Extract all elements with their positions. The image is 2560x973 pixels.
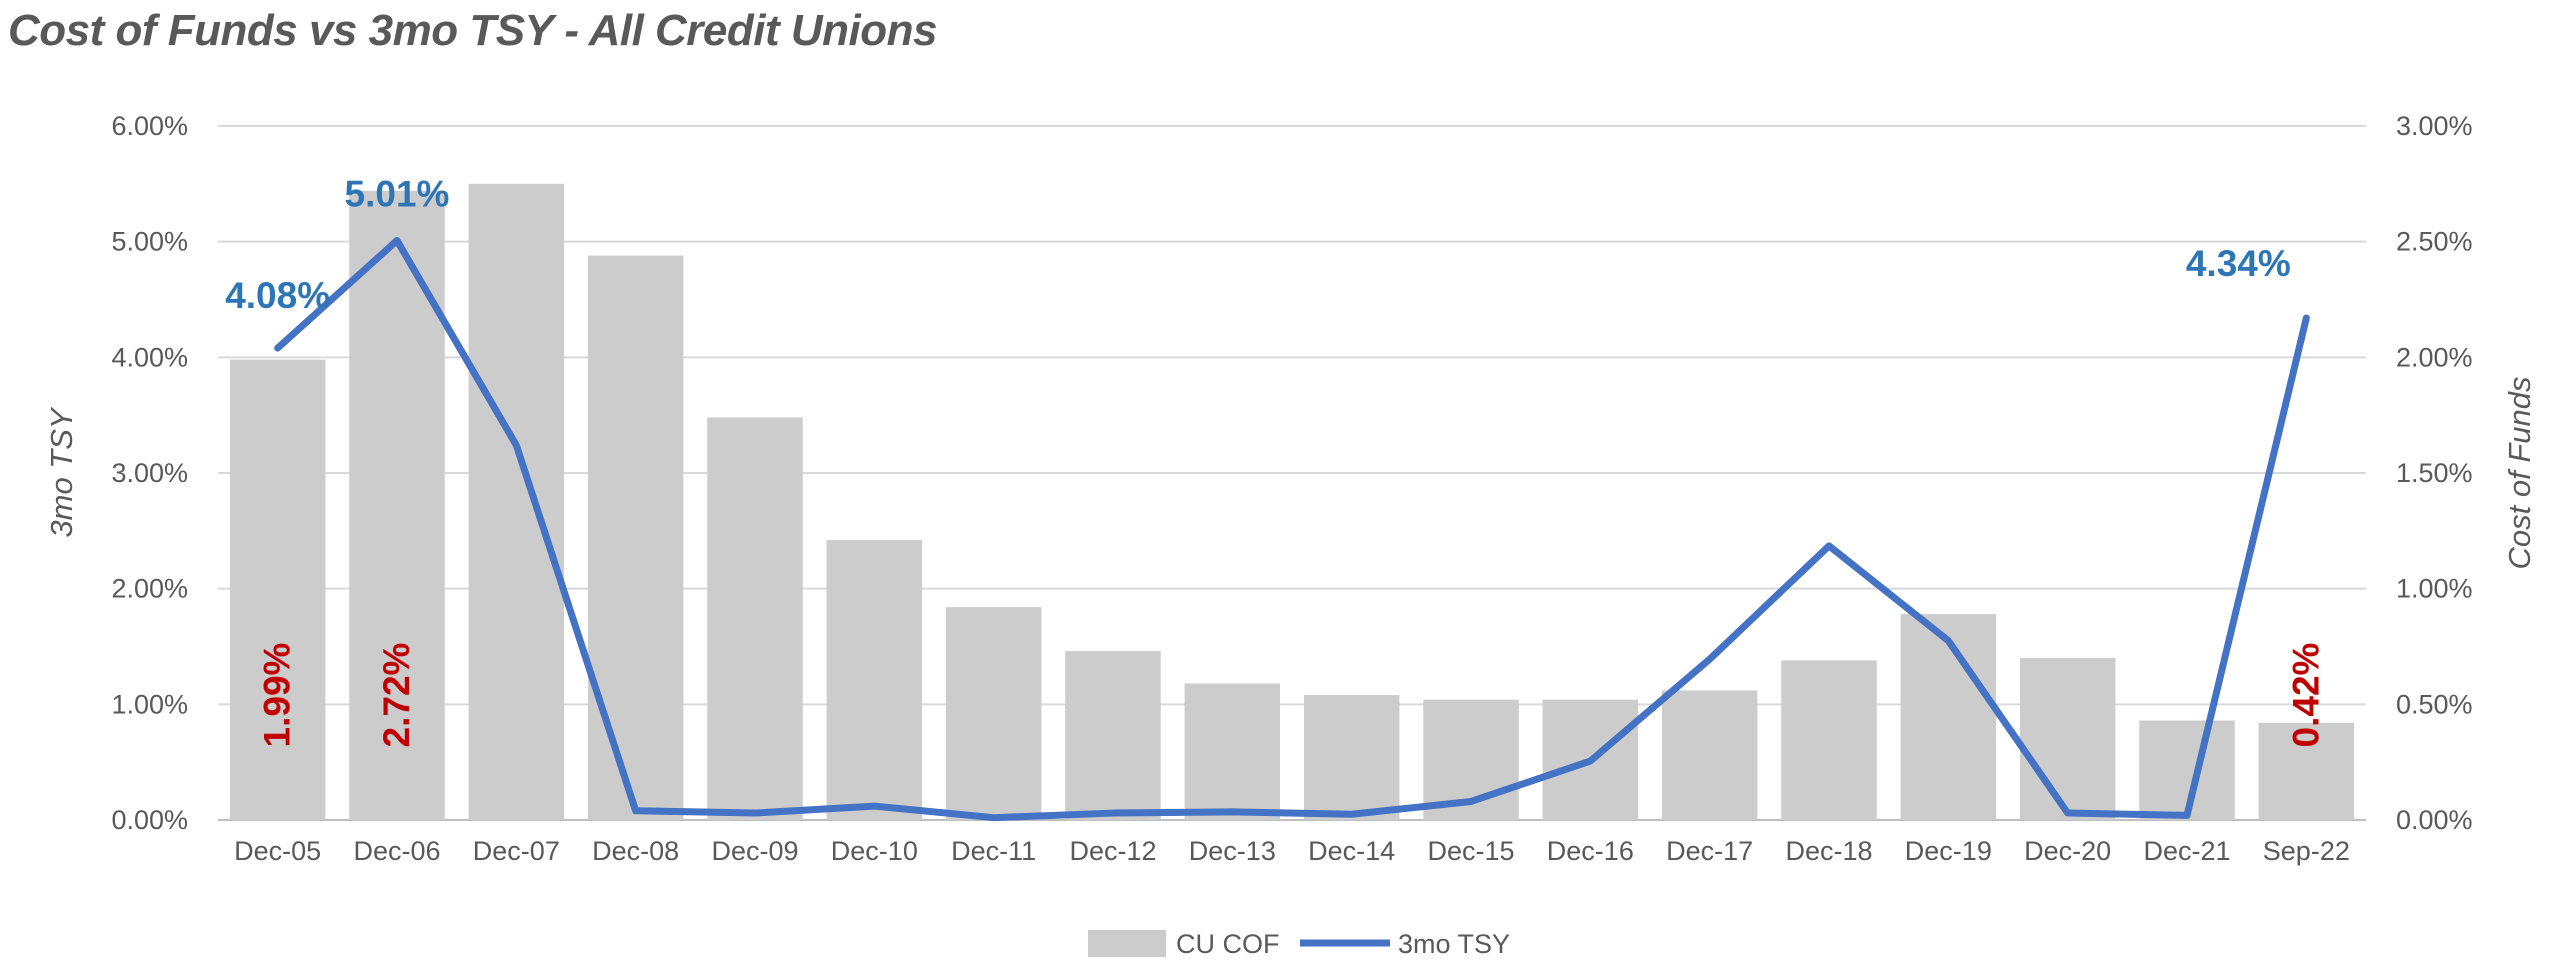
line-point (1351, 813, 1353, 815)
line-point (993, 817, 995, 819)
bar (2019, 658, 2116, 820)
y-right-tick-label: 1.50% (2396, 458, 2473, 488)
x-tick-label: Dec-07 (473, 836, 560, 866)
bar (1781, 660, 1877, 820)
line-point (1709, 658, 1711, 660)
x-tick-label: Dec-17 (1666, 836, 1753, 866)
y-axis-right: 0.00% 0.50% 1.00% 1.50% 2.00% 2.50% 3.00% Cost … (2396, 111, 2537, 835)
x-tick-label: Sep-22 (2263, 836, 2350, 866)
bar (468, 183, 565, 821)
line-data-label: 4.34% (2186, 243, 2291, 284)
x-tick-label: Dec-08 (592, 836, 679, 866)
bar-data-label: 2.72% (376, 643, 417, 748)
bar-series (229, 183, 2355, 821)
legend-swatch-bar (1088, 930, 1166, 957)
x-tick-label: Dec-05 (234, 836, 321, 866)
bar (1900, 614, 1997, 820)
line-point (635, 810, 637, 812)
line-point (1947, 640, 1949, 642)
line-point (2067, 812, 2069, 814)
x-tick-label: Dec-09 (711, 836, 798, 866)
chart-title: Cost of Funds vs 3mo TSY - All Credit Un… (8, 6, 937, 55)
line-point (1112, 812, 1114, 814)
y-right-tick-label: 0.50% (2396, 689, 2473, 719)
line-point (1589, 760, 1591, 762)
y-left-tick-label: 3.00% (111, 458, 188, 488)
line-path (274, 237, 2310, 822)
y-right-tick-label: 1.00% (2396, 574, 2473, 604)
x-tick-label: Dec-15 (1427, 836, 1514, 866)
line-point (2305, 317, 2307, 319)
y-left-tick-label: 4.00% (111, 342, 188, 372)
y-left-tick-label: 5.00% (111, 227, 188, 257)
legend-label-line: 3mo TSY (1398, 929, 1510, 959)
y-left-tick-label: 2.00% (111, 574, 188, 604)
line-series (274, 237, 2310, 822)
line-data-label: 5.01% (345, 174, 450, 215)
x-tick-label: Dec-12 (1069, 836, 1156, 866)
x-tick-label: Dec-14 (1308, 836, 1395, 866)
y-axis-left: 0.00% 1.00% 2.00% 3.00% 4.00% 5.00% 6.00% 3mo T… (44, 111, 188, 835)
bar (1184, 683, 1281, 820)
y-left-tick-label: 6.00% (111, 111, 188, 141)
bar-data-label: 0.42% (2285, 643, 2326, 748)
y-right-tick-label: 0.00% (2396, 805, 2473, 835)
x-tick-label: Dec-18 (1785, 836, 1872, 866)
x-tick-label: Dec-10 (831, 836, 918, 866)
y-right-tick-label: 2.50% (2396, 227, 2473, 257)
line-point (277, 347, 279, 349)
x-tick-label: Dec-06 (353, 836, 440, 866)
y-left-tick-label: 0.00% (111, 805, 188, 835)
line-point (1828, 545, 1830, 547)
bar (1661, 690, 1758, 820)
x-tick-label: Dec-21 (2143, 836, 2230, 866)
x-tick-label: Dec-20 (2024, 836, 2111, 866)
legend-label-bar: CU COF (1176, 929, 1280, 959)
bar (945, 607, 1042, 820)
bar (826, 540, 923, 820)
bar (587, 255, 684, 821)
bar (707, 417, 803, 820)
y-left-axis-title: 3mo TSY (44, 406, 79, 538)
bar (2258, 722, 2355, 820)
line-point (1231, 811, 1233, 813)
bar (1065, 651, 1161, 820)
data-labels: 1.99% 2.72% 0.42% 4.08% 5.01% 4.34% (225, 174, 2326, 748)
line-point (396, 240, 398, 242)
y-right-axis-title: Cost of Funds (2502, 377, 2537, 570)
y-right-tick-label: 2.00% (2396, 342, 2473, 372)
bar (229, 359, 326, 820)
x-tick-label: Dec-19 (1905, 836, 1992, 866)
line-point (754, 812, 756, 814)
line-data-label: 4.08% (225, 275, 330, 316)
y-right-tick-label: 3.00% (2396, 111, 2473, 141)
gridlines (218, 125, 2366, 821)
x-tick-label: Dec-13 (1189, 836, 1276, 866)
x-tick-label: Dec-16 (1547, 836, 1634, 866)
bar (1303, 695, 1400, 820)
legend: CU COF 3mo TSY (1088, 929, 1510, 959)
x-tick-label: Dec-11 (951, 836, 1036, 866)
y-left-tick-label: 1.00% (111, 689, 188, 719)
bar-data-label: 1.99% (257, 643, 298, 748)
line-point (515, 444, 517, 446)
x-axis: Dec-05 Dec-06 Dec-07 Dec-08 Dec-09 Dec-10 Dec-… (234, 836, 2350, 866)
line-point (873, 805, 875, 807)
line-point (1470, 800, 1472, 802)
line-point (2186, 814, 2188, 816)
